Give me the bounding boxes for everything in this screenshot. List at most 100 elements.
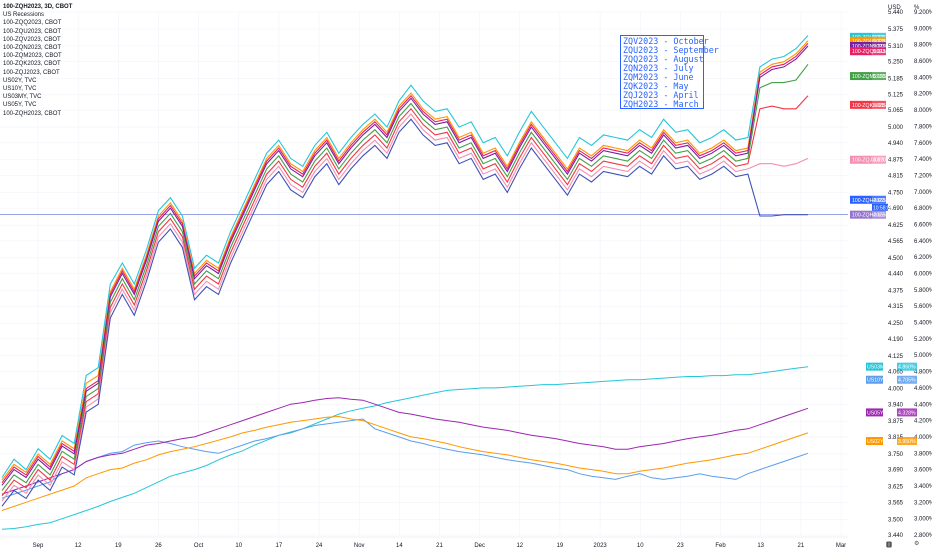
time-tick-label: 19 <box>115 543 122 549</box>
percent-tick-label: 4.200% <box>914 419 932 425</box>
percent-tick-label: 3.800% <box>914 451 932 457</box>
price-tick-label: 4.750 <box>888 190 904 196</box>
overlay-item[interactable]: US10Y, TVC <box>3 86 37 93</box>
legend-line: ZQQ2023 - August <box>623 54 704 64</box>
price-tick-label: 3.875 <box>888 419 904 425</box>
price-tag-value: 5.195 <box>873 74 886 80</box>
price-tick-label: 5.000 <box>888 125 904 131</box>
contract-line-100-zqm2023 <box>1 63 809 491</box>
price-tag-value-bg <box>872 210 886 219</box>
overlay-item[interactable]: 100-ZQV2023, CBOT <box>3 36 61 43</box>
percent-tick-label: 7.600% <box>914 141 932 147</box>
percent-tick-label: 2.800% <box>914 533 932 539</box>
percent-tick-label: 5.400% <box>914 321 932 327</box>
yield-tags: US03MY 4.860% US10Y 4.705% US05Y 4.328% US02Y 3… <box>866 362 917 446</box>
price-tag-bg <box>850 155 872 164</box>
price-tag-name: 100-ZQM2023 <box>852 74 886 80</box>
yield-tag-value-bg <box>897 362 917 371</box>
contract-line-100-zqv2023 <box>1 35 809 478</box>
price-tick-label: 4.190 <box>888 337 904 343</box>
percent-tick-label: 9.000% <box>914 26 932 32</box>
price-tick-label: 4.440 <box>888 272 904 278</box>
price-tag-value-bg <box>872 36 886 45</box>
percent-tick-label: 8.200% <box>914 92 932 98</box>
price-tag-bg <box>850 72 872 81</box>
percent-tick-label: 5.000% <box>914 353 932 359</box>
price-tick-label: 3.690 <box>888 468 904 474</box>
price-tick-label: 5.065 <box>888 108 904 114</box>
price-tag-bg <box>850 210 872 219</box>
price-tick-label: 3.440 <box>888 533 904 539</box>
yield-line-us02y <box>1 397 809 495</box>
time-tick-label: 12 <box>516 543 523 549</box>
price-tick-label: 4.500 <box>888 256 904 262</box>
time-axis: Sep 12 19 26 Oct 10 17 24 Nov 14 21 Dec 12 19 2023 10 23… <box>0 536 848 549</box>
price-tag-name: 100-ZQH2023 <box>852 198 885 204</box>
percent-tick-label: 3.600% <box>914 468 932 474</box>
yield-tag-name: US05Y <box>867 410 884 416</box>
time-tick-label: 12 <box>75 543 82 549</box>
overlay-item[interactable]: US03MY, TVC <box>3 94 42 101</box>
overlay-item[interactable]: 100-ZQU2023, CBOT <box>3 28 62 35</box>
price-tag-value-bg <box>872 195 886 204</box>
percent-axis: 9.200% 9.000% 8.800% 8.600% 8.400% 8.200% 8.00… <box>914 10 932 539</box>
chart-header: 100-ZQH2023, 3D, CBOT US Recessions 100-… <box>3 3 72 118</box>
price-tag-bg <box>850 47 872 56</box>
price-tick-label: 3.500 <box>888 517 904 523</box>
yield-tag-bg <box>866 362 883 371</box>
overlay-item[interactable]: 100-ZQM2023, CBOT <box>3 53 62 60</box>
price-lines <box>1 35 809 507</box>
overlay-item[interactable]: 100-ZQQ2023, CBOT <box>3 20 62 27</box>
percent-tick-label: 4.400% <box>914 402 932 408</box>
overlay-item[interactable]: US02Y, TVC <box>3 77 37 84</box>
time-tick-label: Oct <box>194 543 204 549</box>
price-tick-label: 4.065 <box>888 370 904 376</box>
symbol-line[interactable]: 100-ZQH2023, 3D, CBOT <box>3 4 73 10</box>
price-tick-label: 5.375 <box>888 27 904 33</box>
overlay-item[interactable]: 100-ZQJ2023, CBOT <box>3 69 60 76</box>
price-tag-value-bg <box>872 100 886 109</box>
yield-line-us03my <box>1 366 809 530</box>
time-tick-label: 19 <box>557 543 564 549</box>
settings-gear-icon[interactable]: ⚙ <box>914 541 920 547</box>
time-tick-label: Nov <box>354 543 365 549</box>
percent-tick-label: 8.600% <box>914 59 932 65</box>
percent-tick-label: 5.600% <box>914 304 932 310</box>
legend-line: ZQN2023 - July <box>623 63 694 73</box>
contract-line-100-zqu2023 <box>1 40 809 481</box>
overlay-item[interactable]: US05Y, TVC <box>3 102 37 109</box>
percent-tick-label: 8.800% <box>914 43 932 49</box>
legend-line: ZQK2023 - May <box>623 81 689 91</box>
price-tick-label: 4.625 <box>888 223 904 229</box>
legend-line: ZQJ2023 - April <box>623 90 699 100</box>
overlay-item[interactable]: 100-ZQH2023, CBOT <box>3 110 62 117</box>
overlay-item[interactable]: 100-ZQN2023, CBOT <box>3 45 62 52</box>
percent-tick-label: 7.200% <box>914 173 932 179</box>
price-tick-label: 4.125 <box>888 354 904 360</box>
yield-line-us10y <box>1 418 809 499</box>
yield-tag-value-bg <box>897 437 917 446</box>
contract-line-100-zqh2023 <box>1 118 808 507</box>
price-axis: 5.440 5.375 5.310 5.250 5.185 5.125 5.065 5.000… <box>888 10 904 539</box>
price-tag-name: 100-ZQQ2023 <box>852 49 885 55</box>
overlay-item[interactable]: 100-ZQK2023, CBOT <box>3 61 61 68</box>
percent-tick-label: 6.000% <box>914 272 932 278</box>
contract-legend-box[interactable]: ZQV2023 - October ZQU2023 - September ZQ… <box>620 35 719 109</box>
percent-tick-label: 4.000% <box>914 435 932 441</box>
time-tick-label: 10 <box>637 543 644 549</box>
price-tick-label: 4.000 <box>888 387 904 393</box>
legend-line: ZQM2023 - June <box>623 72 694 82</box>
overlay-item[interactable]: US Recessions <box>3 12 45 19</box>
time-tick-label: 21 <box>798 543 805 549</box>
log-scale-icon[interactable]: 🅸 <box>886 543 893 549</box>
grid <box>0 11 848 536</box>
price-tag-value: 5.310 <box>873 44 886 50</box>
percent-tick-label: 6.600% <box>914 222 932 228</box>
price-tick-label: 4.315 <box>888 304 904 310</box>
yield-lines <box>1 366 809 530</box>
time-tick-label: Dec <box>474 543 485 549</box>
